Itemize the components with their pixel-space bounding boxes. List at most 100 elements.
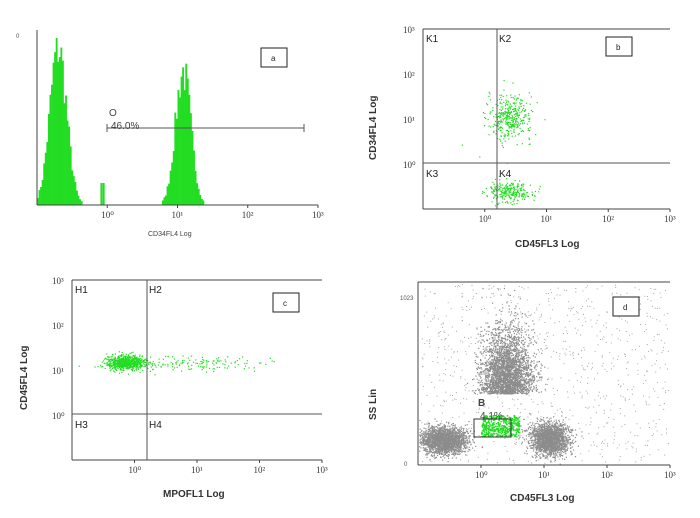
- scatter-point: [439, 445, 441, 447]
- scatter-point: [500, 336, 502, 339]
- scatter-point: [497, 121, 499, 123]
- scatter-point: [500, 342, 502, 344]
- scatter-point: [458, 450, 460, 452]
- scatter-point: [201, 363, 203, 365]
- scatter-point: [532, 344, 534, 346]
- scatter-point: [523, 110, 526, 112]
- scatter-point: [484, 117, 486, 119]
- scatter-point: [203, 359, 205, 361]
- scatter-point: [517, 125, 519, 127]
- scatter-point: [504, 324, 506, 326]
- scatter-point: [444, 454, 446, 456]
- scatter-point: [454, 454, 456, 456]
- scatter-point: [490, 390, 492, 392]
- scatter-point: [468, 421, 470, 423]
- scatter-point: [127, 368, 129, 370]
- scatter-point: [457, 444, 459, 446]
- histogram-bar: [163, 197, 166, 205]
- scatter-point: [515, 120, 517, 122]
- scatter-point: [503, 101, 505, 103]
- scatter-point: [429, 430, 431, 432]
- scatter-point: [175, 362, 177, 364]
- scatter-point: [443, 437, 445, 439]
- scatter-point: [133, 366, 135, 368]
- scatter-point: [110, 361, 112, 363]
- scatter-point: [425, 441, 427, 443]
- scatter-point: [181, 360, 183, 362]
- scatter-point: [435, 441, 437, 443]
- scatter-point: [424, 443, 426, 445]
- scatter-point: [500, 354, 502, 356]
- scatter-point: [143, 366, 145, 368]
- scatter-point: [429, 433, 431, 435]
- scatter-point: [532, 336, 534, 338]
- scatter-point: [176, 366, 178, 368]
- scatter-point: [443, 450, 445, 452]
- x-tick-label: 10¹: [191, 465, 203, 475]
- scatter-point: [112, 367, 114, 369]
- scatter-point: [516, 392, 518, 394]
- scatter-point: [466, 424, 468, 426]
- scatter-point: [230, 362, 232, 364]
- y-tick-label: 10²: [403, 70, 415, 80]
- scatter-point: [457, 445, 459, 447]
- scatter-point: [437, 451, 439, 453]
- scatter-point: [201, 361, 203, 363]
- scatter-point: [503, 194, 505, 196]
- scatter-point: [513, 350, 515, 352]
- scatter-point: [525, 334, 527, 336]
- scatter-point: [492, 109, 494, 112]
- scatter-point: [130, 352, 132, 354]
- scatter-point: [200, 360, 202, 363]
- scatter-point: [113, 364, 115, 366]
- scatter-point: [510, 193, 512, 195]
- scatter-point: [128, 367, 130, 369]
- scatter-point: [228, 365, 230, 367]
- scatter-point: [494, 334, 496, 336]
- scatter-point: [430, 430, 432, 432]
- scatter-point: [419, 439, 421, 441]
- scatter-point: [428, 452, 430, 455]
- scatter-point: [442, 442, 444, 445]
- scatter-point: [520, 187, 522, 189]
- scatter-point: [519, 127, 521, 129]
- scatter-point: [144, 359, 146, 361]
- scatter-point: [474, 390, 476, 392]
- scatter-point: [440, 432, 442, 434]
- scatter-point: [214, 368, 216, 370]
- histogram-bar: [179, 97, 181, 205]
- scatter-point: [248, 367, 250, 369]
- scatter-point: [523, 105, 525, 107]
- scatter-point: [528, 375, 530, 377]
- scatter-point: [487, 364, 489, 366]
- y-tick-label: 10²: [52, 321, 64, 331]
- scatter-point: [531, 329, 533, 331]
- scatter-point: [510, 373, 512, 375]
- scatter-point: [125, 364, 127, 367]
- scatter-point: [440, 437, 442, 439]
- scatter-point: [425, 442, 427, 444]
- scatter-point: [175, 363, 177, 365]
- scatter-point: [534, 190, 537, 193]
- scatter-point: [519, 180, 521, 182]
- scatter-point: [111, 359, 114, 361]
- scatter-point: [533, 381, 535, 383]
- x-tick-label: 10³: [664, 214, 676, 224]
- scatter-point: [234, 361, 236, 363]
- scatter-point: [494, 342, 496, 344]
- scatter-point: [516, 392, 518, 395]
- scatter-point: [442, 429, 444, 432]
- scatter-point: [495, 390, 497, 392]
- scatter-point: [443, 427, 445, 429]
- scatter-point: [512, 391, 514, 393]
- scatter-point: [509, 117, 512, 119]
- scatter-point: [485, 333, 487, 335]
- scatter-point: [501, 191, 503, 193]
- scatter-point: [432, 455, 434, 457]
- scatter-point: [457, 447, 459, 449]
- scatter-point: [501, 103, 503, 105]
- scatter-point: [471, 433, 473, 435]
- scatter-point: [503, 135, 505, 137]
- scatter-point: [236, 360, 238, 362]
- scatter-point: [106, 358, 108, 360]
